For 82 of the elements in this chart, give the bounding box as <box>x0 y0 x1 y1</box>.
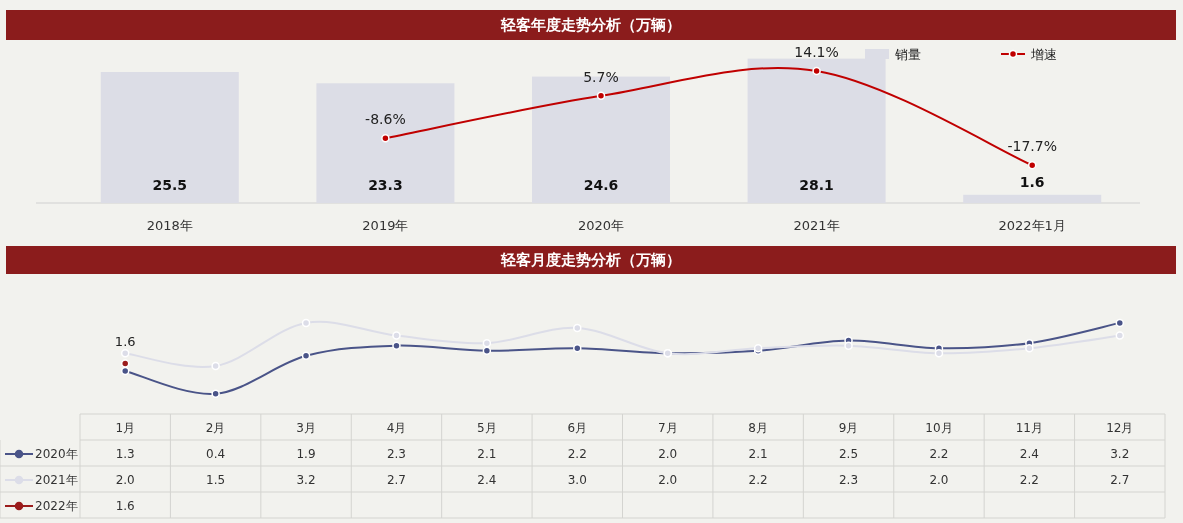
data-label: 0.4 <box>206 447 226 461</box>
data-label: 2.0 <box>658 473 678 487</box>
point <box>392 331 401 340</box>
data-label: 1.6 <box>114 334 136 350</box>
data-label: -17.7% <box>1007 138 1057 155</box>
x-tick-label: 7月 <box>657 421 678 435</box>
legend-label: 增速 <box>1030 47 1057 62</box>
point <box>1025 343 1034 353</box>
point <box>301 351 311 361</box>
point <box>573 323 582 333</box>
point <box>812 66 821 76</box>
data-label: 2.4 <box>477 473 497 487</box>
point <box>482 346 492 355</box>
data-label: 2.4 <box>1019 447 1039 461</box>
point <box>596 91 606 101</box>
data-label: 1.5 <box>206 473 226 487</box>
data-label: 2.2 <box>929 447 949 461</box>
point <box>301 318 311 328</box>
point <box>381 134 390 143</box>
legend-label: 2020年 <box>35 447 78 461</box>
x-tick-label: 2020年 <box>577 218 625 233</box>
point <box>482 338 492 348</box>
point <box>573 343 582 353</box>
data-label: 2.5 <box>838 447 859 461</box>
x-tick-label: 10月 <box>925 421 953 435</box>
x-tick-label: 9月 <box>838 421 859 435</box>
data-label: 2.7 <box>386 473 407 487</box>
data-label: 1.6 <box>1019 173 1045 190</box>
data-label: 2.2 <box>748 473 768 487</box>
point <box>1027 161 1037 170</box>
legend-label: 销量 <box>894 47 921 62</box>
data-label: 2.0 <box>658 447 678 461</box>
bar <box>316 83 455 203</box>
legend-label: 2021年 <box>35 473 78 487</box>
point <box>1115 318 1125 328</box>
data-label: 2.0 <box>115 473 135 487</box>
point <box>844 341 853 350</box>
data-label: 2.3 <box>386 447 407 461</box>
point <box>211 361 220 371</box>
data-label: 3.2 <box>1110 447 1130 461</box>
data-label: 23.3 <box>368 177 403 193</box>
x-tick-label: 2022年1月 <box>998 218 1066 233</box>
point <box>120 366 130 376</box>
x-tick-label: 2019年 <box>362 218 409 233</box>
data-label: 2.7 <box>1110 473 1130 487</box>
x-tick-label: 1月 <box>115 421 136 435</box>
data-label: 2.0 <box>929 473 949 487</box>
x-tick-label: 4月 <box>386 421 407 435</box>
x-tick-label: 2月 <box>205 421 226 435</box>
x-tick-label: 2018年 <box>146 218 193 233</box>
chart-title: 轻客年度走势分析（万辆） <box>500 16 681 34</box>
data-label: -8.6% <box>365 111 406 128</box>
data-label: 3.2 <box>296 473 316 487</box>
data-label: 24.6 <box>583 177 619 193</box>
x-tick-label: 2021年 <box>793 218 840 233</box>
x-tick-label: 3月 <box>296 421 316 435</box>
x-tick-label: 12月 <box>1106 421 1134 435</box>
point <box>120 349 130 358</box>
data-label: 1.9 <box>296 447 316 461</box>
data-label: 5.7% <box>583 68 619 85</box>
data-label: 2.3 <box>838 473 859 487</box>
point <box>934 349 944 358</box>
x-tick-label: 6月 <box>567 421 588 435</box>
data-label: 28.1 <box>799 177 834 193</box>
data-label: 2.2 <box>567 447 587 461</box>
x-tick-label: 8月 <box>748 421 768 435</box>
data-label: 1.3 <box>115 447 135 461</box>
data-label: 2.1 <box>477 447 497 461</box>
data-label: 2.2 <box>1019 473 1039 487</box>
point <box>120 359 130 368</box>
point <box>392 341 401 350</box>
data-label: 25.5 <box>152 177 188 193</box>
text: 1.6 <box>115 499 135 513</box>
legend-label: 2022年 <box>35 499 78 513</box>
point <box>1115 331 1125 340</box>
x-tick-label: 11月 <box>1015 421 1044 435</box>
data-label: 3.0 <box>567 473 587 487</box>
data-label: 14.1% <box>794 43 839 60</box>
x-tick-label: 5月 <box>477 421 497 435</box>
data-label: 2.1 <box>748 447 768 461</box>
point <box>211 389 220 399</box>
chart-title: 轻客月度走势分析（万辆） <box>500 251 681 269</box>
